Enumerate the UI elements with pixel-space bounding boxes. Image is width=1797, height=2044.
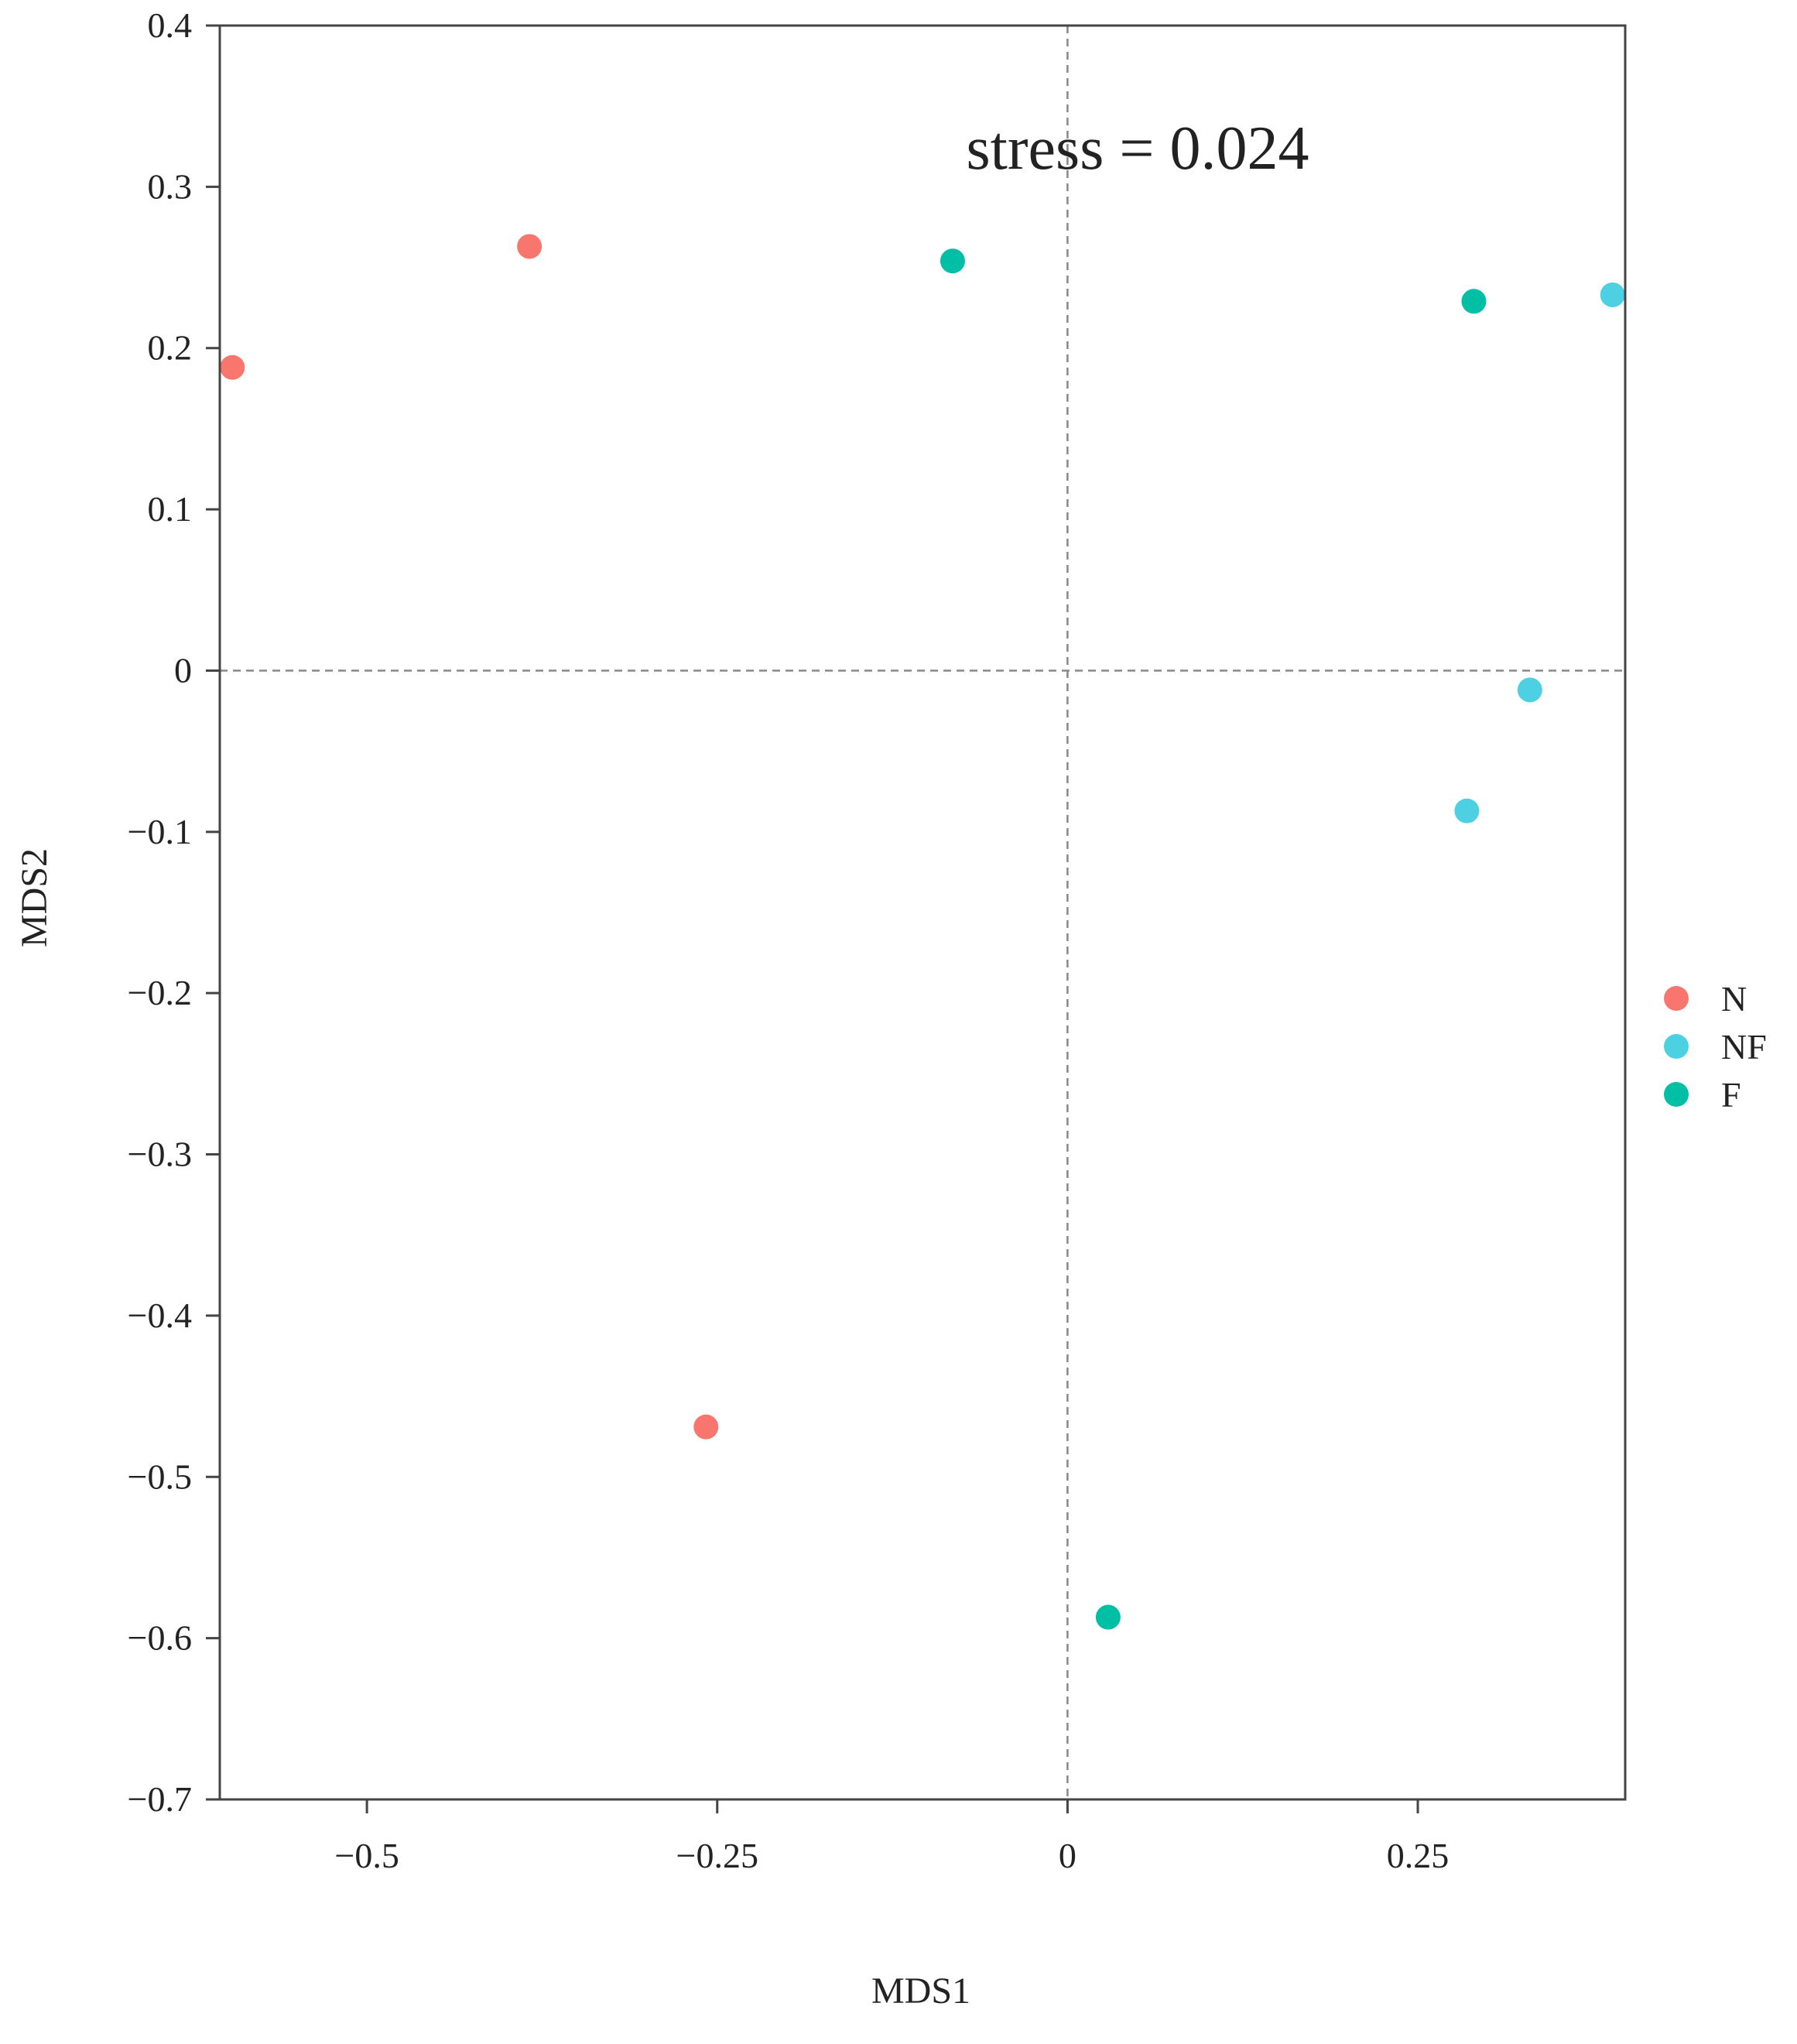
x-tick-label: −0.25 [676,1836,758,1875]
point-f [940,248,965,274]
y-tick-label: 0.3 [148,166,193,206]
legend-label-n: N [1721,979,1747,1019]
legend: N NF F [1664,979,1767,1114]
point-n [693,1414,719,1440]
y-tick-label: −0.2 [128,973,192,1012]
x-axis-label: MDS1 [871,1970,970,2011]
x-tick-label: 0.25 [1387,1836,1450,1875]
y-tick-label: −0.5 [128,1457,192,1496]
legend-marker-n [1664,986,1689,1011]
point-nf [1517,677,1542,703]
y-tick-label: −0.3 [128,1135,192,1174]
y-tick-label: 0 [174,650,192,690]
legend-label-f: F [1721,1075,1741,1114]
x-tick-label: 0 [1059,1836,1076,1875]
y-tick-label: −0.7 [128,1779,192,1819]
y-tick-label: 0.1 [148,489,193,529]
reference-lines [220,26,1625,1799]
legend-label-nf: NF [1721,1027,1767,1067]
legend-marker-f [1664,1082,1689,1107]
point-f [1461,289,1487,314]
y-axis-ticks: 0.4 0.3 0.2 0.1 0 −0.1 −0.2 −0.3 −0.4 −0.5 −0.6 −0.… [128,5,220,1819]
point-nf [1600,282,1625,307]
y-tick-label: −0.4 [128,1296,192,1335]
legend-marker-nf [1664,1034,1689,1059]
plot-frame [218,24,1627,1801]
point-f [1095,1604,1121,1630]
point-nf [1454,798,1480,823]
y-tick-label: 0.4 [148,5,193,45]
x-tick-label: −0.5 [334,1836,399,1875]
y-tick-label: 0.2 [148,328,193,368]
point-n [517,234,543,259]
y-tick-label: −0.6 [128,1618,192,1658]
point-n [220,354,245,380]
y-tick-label: −0.1 [128,812,192,851]
x-axis-ticks: −0.5 −0.25 0 0.25 [334,1799,1449,1875]
data-points [220,234,1625,1630]
stress-annotation: stress = 0.024 [967,115,1309,183]
y-axis-label: MDS2 [14,848,55,947]
